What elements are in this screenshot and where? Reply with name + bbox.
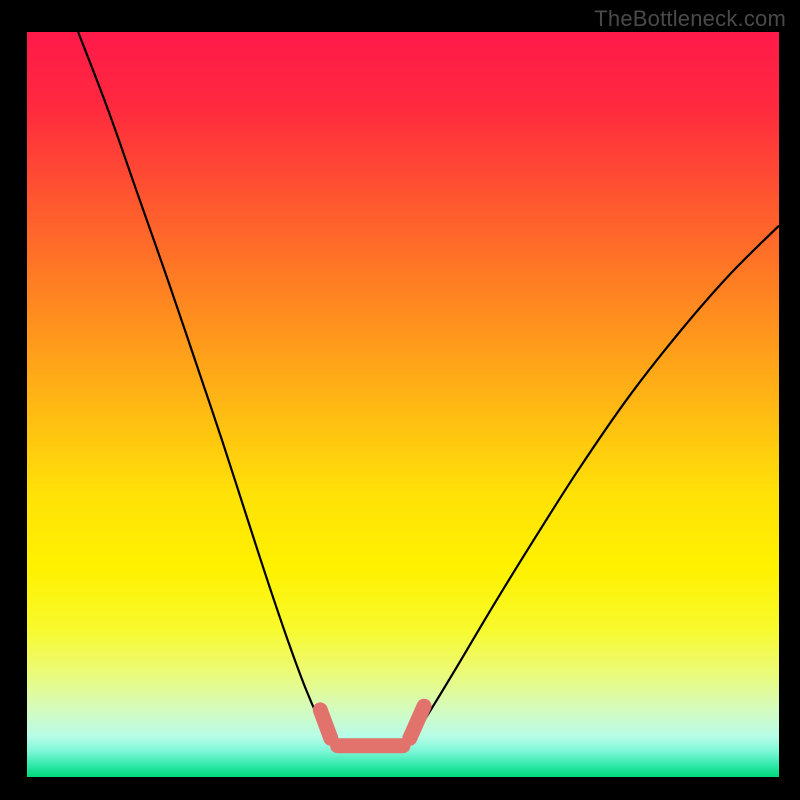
overlay-segment-2	[410, 706, 424, 738]
watermark-text: TheBottleneck.com	[594, 6, 786, 32]
curve-left-branch	[78, 32, 328, 735]
curve-overlay	[27, 32, 779, 777]
overlay-segment-0	[320, 710, 331, 738]
plot-area	[27, 32, 779, 777]
curve-right-branch	[414, 226, 779, 736]
